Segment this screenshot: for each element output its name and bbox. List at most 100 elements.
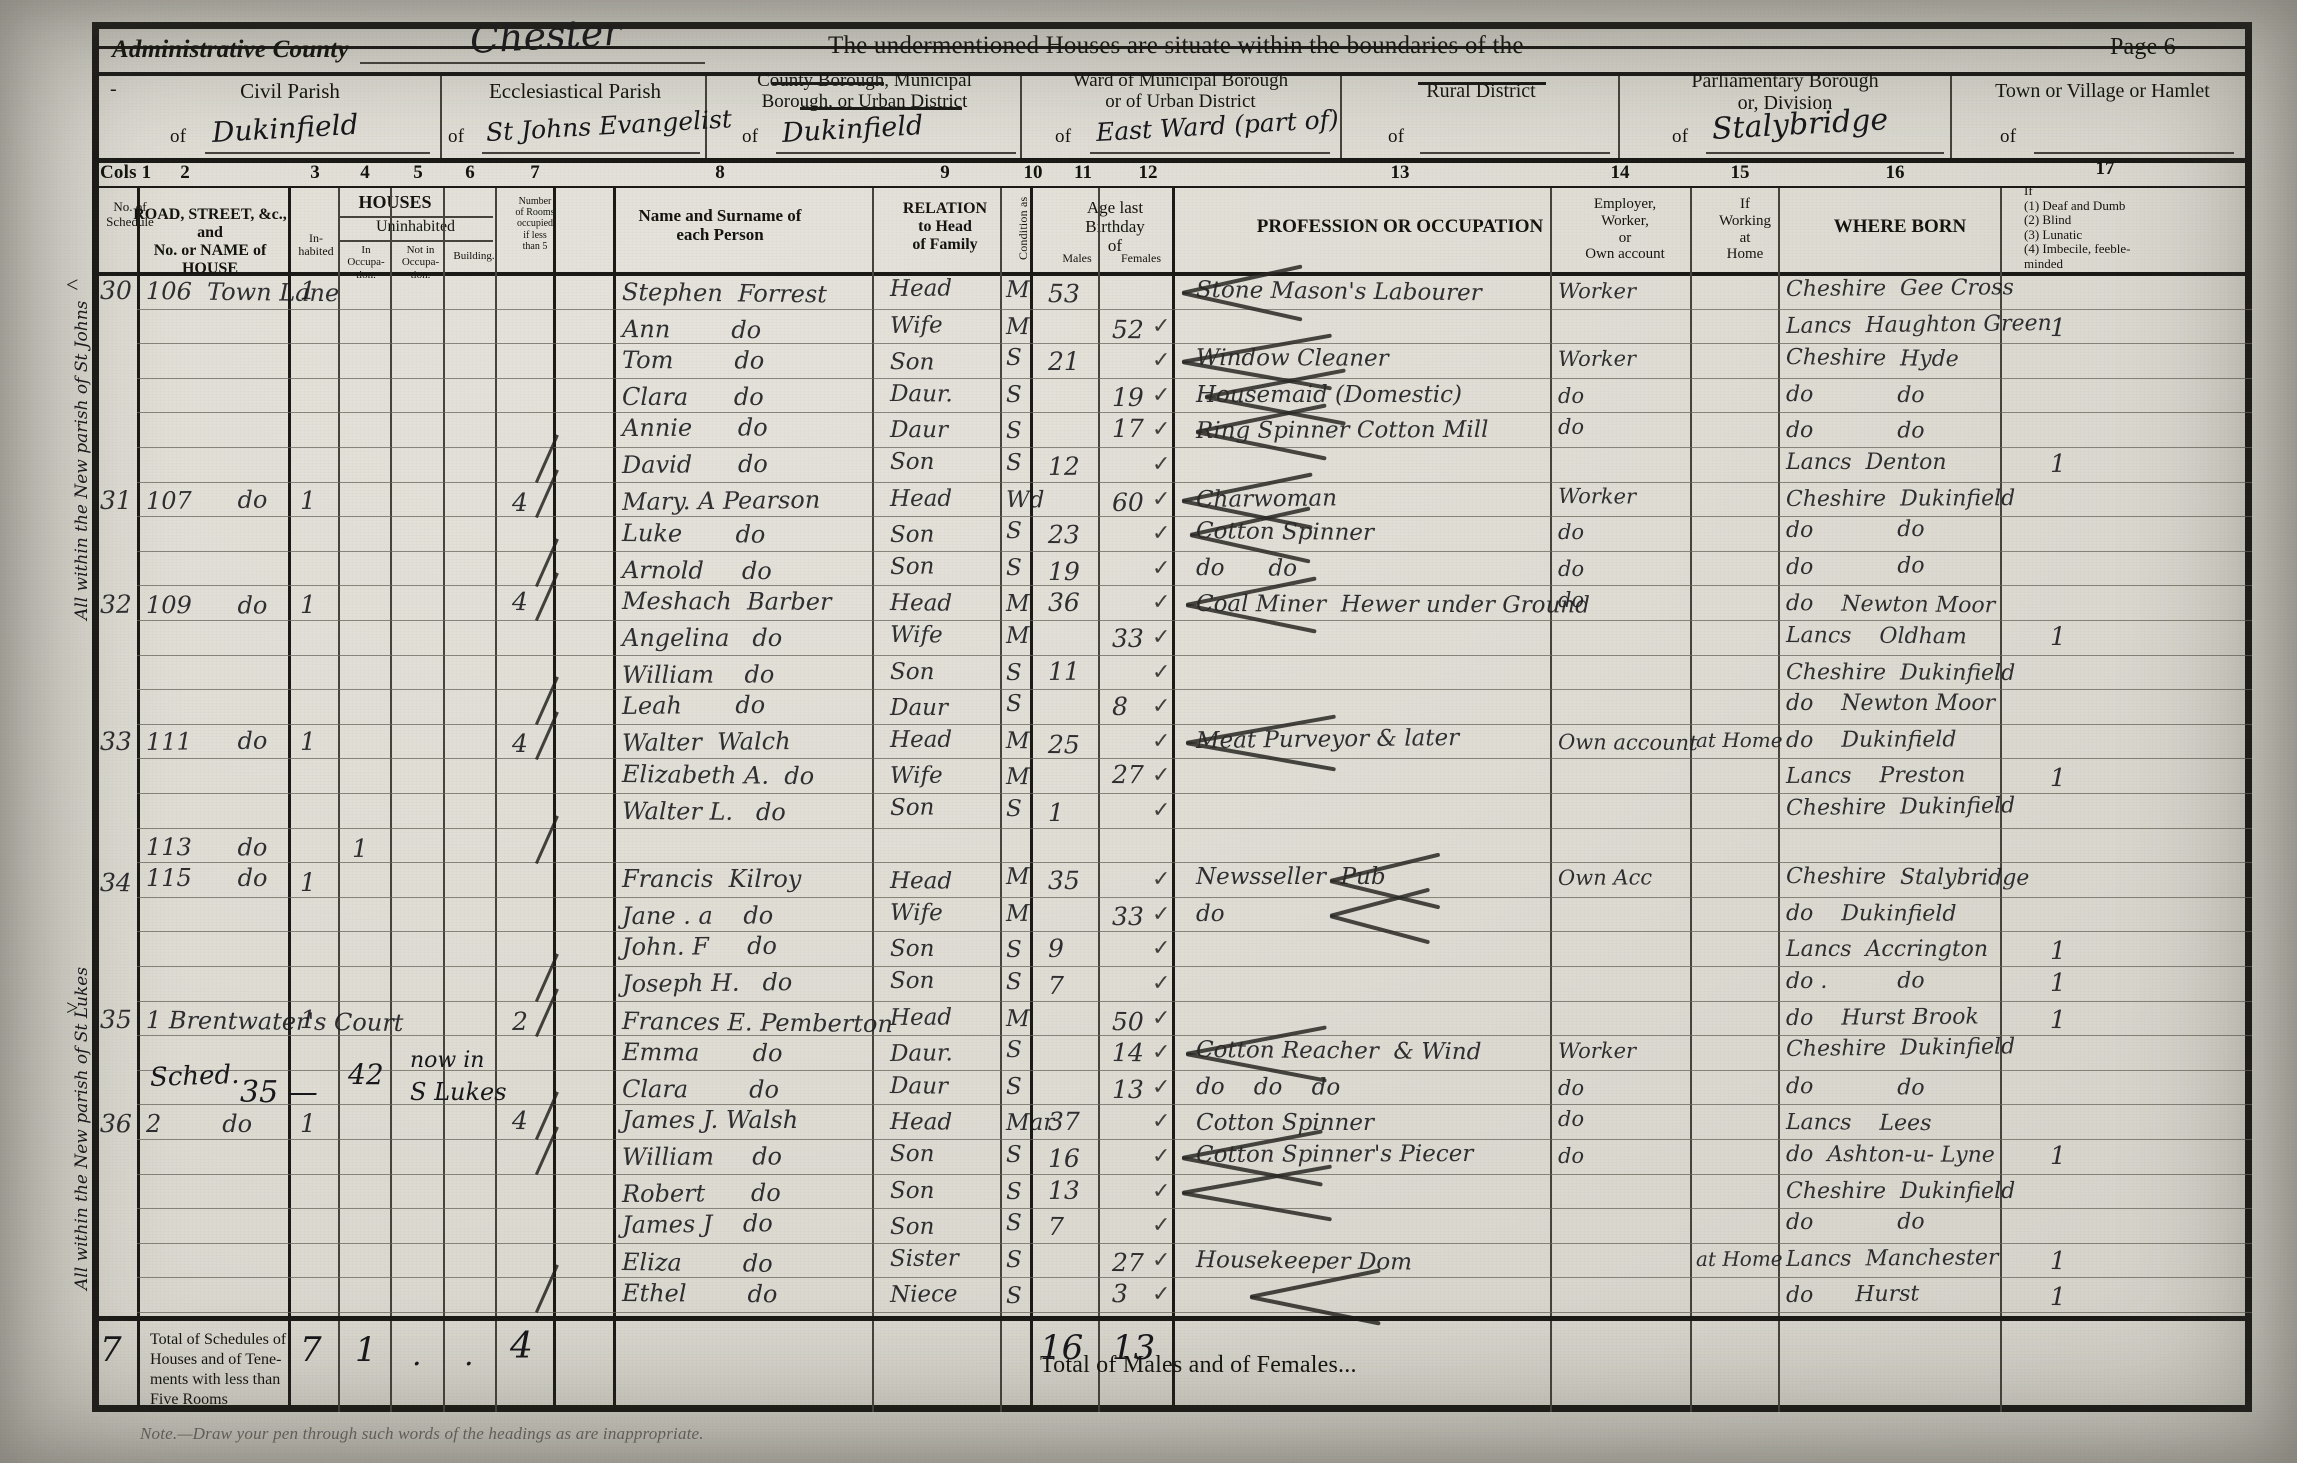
- table-row[interactable]: Emma do Daur. S 14 Cotton Reacher & Wind Work…: [92, 1035, 2252, 1072]
- enumerator-tick: ✓: [1152, 486, 1171, 512]
- enumerator-tick: ✓: [1152, 521, 1171, 547]
- rural-district-of: of: [1388, 126, 1405, 147]
- ecclesiastical-parish-of: of: [448, 126, 465, 147]
- table-row[interactable]: James J do Son S 7 do do: [92, 1209, 2252, 1245]
- cell-male: 37: [1047, 1107, 1080, 1137]
- colnum-4: 4: [360, 162, 370, 183]
- row-rule: [137, 896, 2252, 898]
- vrule-inhabited: [338, 188, 340, 1412]
- cell-female: 50: [1111, 1006, 1144, 1036]
- cell-infirmity: 1: [2050, 622, 2066, 651]
- cell-employer: do: [1557, 415, 1585, 440]
- table-row[interactable]: 33 111 do 1 4 Walter Walch Head M 25 Meat Purvey…: [92, 725, 2252, 761]
- table-row[interactable]: William do Son S 16 Cotton Spinner's Piecer d…: [92, 1141, 2252, 1176]
- table-row[interactable]: 30 106 Town Lane 1 Stephen Forrest Head M 53 St…: [92, 275, 2252, 311]
- colheader-profession: PROFESSION OR OCCUPATION: [1256, 216, 1544, 237]
- place-sep-1: [440, 76, 442, 158]
- table-row[interactable]: Clara do Daur S 13 do do do do do do: [92, 1072, 2252, 1107]
- ward-of: of: [1055, 126, 1072, 147]
- town-village-label: Town or Village or Hamlet: [1995, 80, 2210, 102]
- colheader-inhabited: In- habited: [298, 231, 334, 259]
- table-row[interactable]: Tom do Son S 21 Window Cleaner Worker Cheshire…: [92, 345, 2252, 380]
- place-sep-2: [705, 76, 707, 158]
- table-row[interactable]: Clara do Daur. S 19 Housemaid (Domestic) do do…: [92, 380, 2252, 415]
- cell-employer: do: [1557, 1143, 1585, 1168]
- cell-employer: Own Acc: [1557, 865, 1653, 891]
- cell-male: 1: [1047, 798, 1064, 828]
- enumerator-tick: ✓: [1152, 1144, 1171, 1169]
- enumerator-tick: ✓: [1152, 1074, 1171, 1100]
- table-row[interactable]: John. F do Son S 9 Lancs Accrington 1: [92, 932, 2252, 968]
- enumerator-tick: ✓: [1152, 1282, 1171, 1308]
- colnum-8: 8: [715, 162, 725, 183]
- colnum-11: 11: [1074, 162, 1092, 183]
- cell-inhabited: 1: [300, 1109, 316, 1139]
- table-row[interactable]: Leah do Daur S 8 do Newton Moor: [92, 691, 2252, 726]
- totals-males-females-label: Total of Males and of Females...: [1040, 1352, 1357, 1378]
- row-rule: [137, 447, 2252, 448]
- cell-born: Lancs Lees: [1785, 1110, 1932, 1137]
- table-row[interactable]: William do Son S 11 Cheshire Dukinfield: [92, 656, 2252, 692]
- table-row[interactable]: 34 115 do 1 Francis Kilroy Head M 35 Newsseller…: [92, 864, 2252, 899]
- enumerator-tick: ✓: [1152, 590, 1171, 616]
- enumerator-tick: ✓: [1152, 1109, 1171, 1135]
- table-row[interactable]: Walter L. do Son S 1 Cheshire Dukinfield: [92, 793, 2252, 830]
- colheader-relation: RELATION to Head of Family: [902, 200, 988, 253]
- cell-born: do do: [1785, 418, 1925, 444]
- cell-employer: do: [1557, 383, 1585, 408]
- cell-condition: S: [1006, 1073, 1022, 1100]
- colnum-2: 2: [180, 162, 190, 183]
- table-row[interactable]: 113 do 1: [92, 830, 2252, 865]
- colnum-13: 13: [1390, 162, 1410, 183]
- totals-uninhabited-not-value: .: [412, 1338, 422, 1373]
- uninhabited-rule-top: [338, 216, 493, 218]
- table-row[interactable]: David do Son S 12 Lancs Denton 1: [92, 449, 2252, 484]
- parliamentary-borough-label: Parliamentary Borough or, Division: [1691, 70, 1879, 115]
- table-row[interactable]: Ethel do Niece S 3 do Hurst 1: [92, 1279, 2252, 1314]
- row-rule: [137, 1104, 2252, 1106]
- colnum-12: 12: [1138, 162, 1158, 183]
- cell-born: do Dukinfield: [1785, 727, 1957, 753]
- rural-district-label: Rural District: [1426, 80, 1536, 102]
- totals-rooms-value: 4: [510, 1326, 533, 1367]
- enumerator-tick: ✓: [1152, 936, 1171, 962]
- row-rule: [137, 1000, 2252, 1002]
- county-borough-of: of: [742, 126, 759, 147]
- cell-born: do do: [1785, 517, 1925, 544]
- table-row[interactable]: Annie do Daur S 17 Ring Spinner Cotton Mill d…: [92, 414, 2252, 449]
- colheader-building: Building.: [453, 250, 495, 262]
- table-row[interactable]: Luke do Son S 23 Cotton Spinner do do do: [92, 517, 2252, 553]
- cell-born: Cheshire Dukinfield: [1785, 659, 2016, 686]
- strike-rural-district: [1418, 82, 1546, 85]
- enumerator-tick: ✓: [1152, 313, 1171, 339]
- table-row[interactable]: Joseph H. do Son S 7 do . do 1: [92, 968, 2252, 1003]
- cell-relation: Son: [890, 449, 935, 475]
- table-row[interactable]: Eliza do Sister S 27 Housekeeper Dom at Home L…: [92, 1245, 2252, 1280]
- table-row[interactable]: 32 109 do 1 4 Meshach Barber Head M 36 Coal Mine…: [92, 587, 2252, 622]
- table-row[interactable]: Arnold do Son S 19 do do do do do: [92, 553, 2252, 588]
- table-row[interactable]: 31 107 do 1 4 Mary. A Pearson Head Wd 60 Charwom…: [92, 484, 2252, 519]
- inline-note-sched: Sched.: [149, 1059, 240, 1093]
- table-row[interactable]: Angelina do Wife M 33 Lancs Oldham 1: [92, 622, 2252, 657]
- table-row[interactable]: 36 2 do 1 4 James J. Walsh Head Mar 37 Cotton Sp…: [92, 1106, 2252, 1141]
- inline-note-now-in: now in: [410, 1048, 485, 1073]
- table-row[interactable]: Elizabeth A. do Wife M 27 Lancs Preston 1: [92, 760, 2252, 795]
- colheader-not-in-occupation: Not in Occupa- tion.: [401, 244, 440, 281]
- cell-name: Clara do: [622, 382, 764, 411]
- table-row[interactable]: 35 1 Brentwater's Court 1 2 Frances E. Pembe…: [92, 1003, 2252, 1038]
- table-row[interactable]: Jane . a do Wife M 33 do do Dukinfield: [92, 899, 2252, 934]
- colnum-9: 9: [940, 162, 950, 183]
- enumerator-tick: ✓: [1152, 1178, 1171, 1204]
- table-row[interactable]: Robert do Son S 13 Cheshire Dukinfield: [92, 1175, 2252, 1211]
- page-label: Page 6: [2110, 34, 2176, 60]
- enumerator-tick: ✓: [1152, 382, 1171, 408]
- cell-infirmity: 1: [2049, 967, 2067, 997]
- parliamentary-borough-of: of: [1672, 126, 1689, 147]
- rural-district-underline: [1420, 152, 1610, 154]
- table-row[interactable]: Ann do Wife M 52 Lancs Haughton Green 1: [92, 311, 2252, 346]
- colheader-males: Males: [1062, 251, 1092, 265]
- vrule-age: [1030, 188, 1033, 1412]
- vrule-relation: [872, 188, 874, 1412]
- cell-born: do do: [1785, 553, 1925, 580]
